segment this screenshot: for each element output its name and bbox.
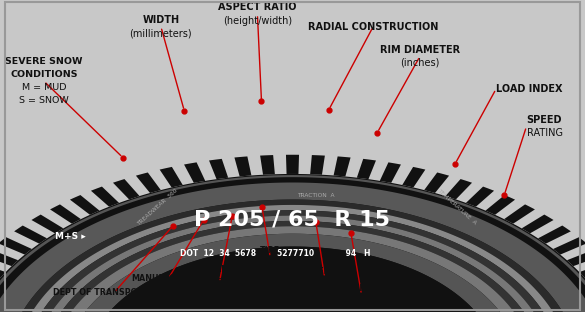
Polygon shape [0, 183, 585, 312]
Text: RATING: RATING [526, 128, 563, 138]
Text: MANUFACTURER: MANUFACTURER [132, 274, 205, 283]
Polygon shape [0, 174, 585, 312]
Text: (millimeters): (millimeters) [129, 28, 192, 38]
Polygon shape [209, 159, 228, 179]
Polygon shape [445, 179, 472, 199]
Text: RADIAL CONSTRUCTION: RADIAL CONSTRUCTION [308, 22, 438, 32]
Polygon shape [136, 173, 161, 193]
Polygon shape [260, 155, 275, 175]
Polygon shape [402, 167, 425, 188]
Polygon shape [553, 237, 585, 255]
Polygon shape [357, 159, 376, 179]
Text: PRODUCED: PRODUCED [197, 291, 242, 300]
Polygon shape [380, 162, 401, 183]
Polygon shape [51, 226, 534, 312]
Polygon shape [24, 210, 561, 312]
Text: TIRE: TIRE [260, 246, 280, 255]
Polygon shape [113, 179, 140, 199]
Text: TREAD: TREAD [257, 260, 284, 268]
Text: DEPT OF TRANSPORTATION: DEPT OF TRANSPORTATION [53, 288, 176, 297]
Polygon shape [286, 155, 299, 174]
Text: PRODUCTION: PRODUCTION [335, 297, 388, 306]
Text: TEMPERATURE  A: TEMPERATURE A [436, 188, 477, 226]
Text: (inches): (inches) [400, 58, 440, 68]
Polygon shape [15, 205, 570, 312]
Polygon shape [333, 156, 350, 177]
Text: PRODUCTION: PRODUCTION [298, 280, 352, 289]
Polygon shape [70, 195, 99, 215]
Polygon shape [184, 162, 205, 183]
Text: WIDTH: WIDTH [142, 15, 180, 25]
Polygon shape [522, 215, 553, 233]
Text: M+S ▸: M+S ▸ [55, 232, 85, 241]
Polygon shape [0, 250, 18, 266]
Text: TREADWEAR  360: TREADWEAR 360 [137, 188, 179, 227]
Polygon shape [0, 237, 32, 255]
Polygon shape [486, 195, 515, 215]
Text: PLANT: PLANT [205, 265, 234, 274]
Text: YEAR OF: YEAR OF [342, 284, 381, 293]
Text: RIM DIAMETER: RIM DIAMETER [380, 45, 460, 55]
Polygon shape [160, 167, 183, 188]
Polygon shape [6, 200, 579, 312]
Polygon shape [538, 226, 571, 244]
Text: WHERE: WHERE [205, 278, 234, 287]
Polygon shape [235, 156, 252, 177]
Polygon shape [91, 187, 119, 207]
Text: TRACTION  A: TRACTION A [297, 193, 335, 198]
Text: SEVERE SNOW: SEVERE SNOW [5, 57, 82, 66]
Polygon shape [466, 187, 494, 207]
Text: CONDITIONS: CONDITIONS [10, 70, 78, 79]
Text: LOAD INDEX: LOAD INDEX [496, 84, 563, 94]
Text: S = SNOW: S = SNOW [19, 96, 69, 105]
Polygon shape [42, 221, 543, 312]
Text: M = MUD: M = MUD [22, 83, 66, 92]
Polygon shape [33, 216, 552, 312]
Polygon shape [310, 155, 325, 175]
Polygon shape [504, 204, 535, 224]
Text: ASPECT RATIO: ASPECT RATIO [218, 2, 297, 12]
Polygon shape [0, 262, 6, 278]
Polygon shape [424, 173, 449, 193]
Polygon shape [14, 226, 47, 244]
Text: SPEED: SPEED [526, 115, 562, 125]
Polygon shape [32, 215, 63, 233]
Polygon shape [579, 262, 585, 278]
Polygon shape [50, 204, 81, 224]
Text: WEEK OF: WEEK OF [304, 267, 345, 275]
Text: DOT  12  34  5678        5277710            94   H: DOT 12 34 5678 5277710 94 H [180, 250, 370, 258]
Polygon shape [64, 234, 521, 312]
Polygon shape [567, 250, 585, 266]
Text: P 205 / 65  R 15: P 205 / 65 R 15 [194, 210, 391, 230]
Text: (height/width): (height/width) [223, 16, 292, 26]
Polygon shape [0, 175, 585, 312]
Polygon shape [86, 246, 499, 312]
